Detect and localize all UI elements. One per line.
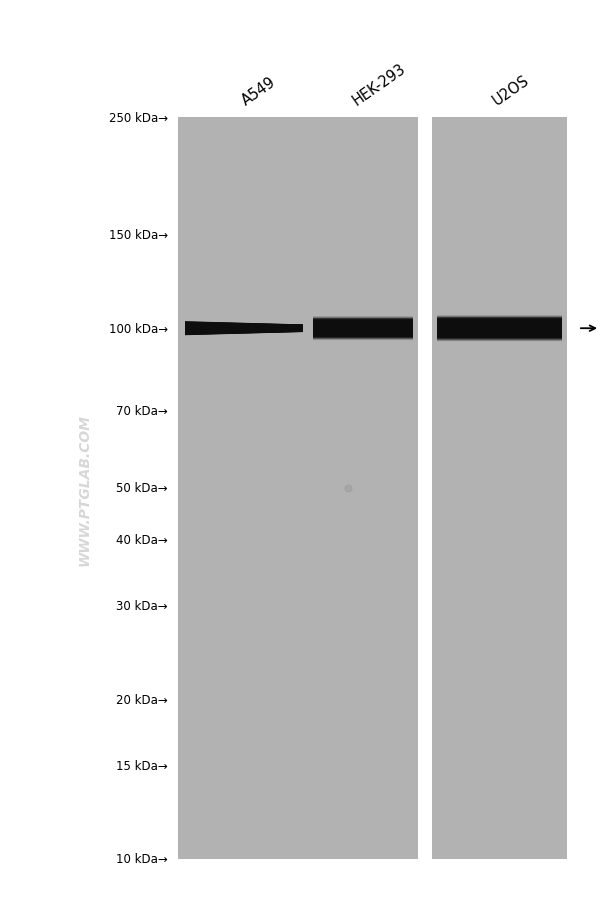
Polygon shape (185, 323, 303, 335)
Polygon shape (185, 327, 303, 330)
Text: A549: A549 (239, 74, 279, 108)
Bar (437, 317, 562, 342)
Polygon shape (185, 322, 303, 336)
Bar (437, 317, 562, 341)
Bar (437, 316, 562, 342)
Bar (437, 316, 562, 343)
Polygon shape (185, 323, 303, 335)
Polygon shape (185, 325, 303, 333)
Polygon shape (185, 325, 303, 333)
Polygon shape (185, 327, 303, 330)
Text: 150 kDa→: 150 kDa→ (109, 229, 168, 242)
Text: 20 kDa→: 20 kDa→ (116, 693, 168, 706)
Polygon shape (185, 328, 303, 329)
Bar (437, 317, 562, 341)
Bar (313, 318, 413, 339)
Bar (437, 320, 562, 337)
Polygon shape (185, 327, 303, 331)
Bar (313, 320, 413, 337)
Bar (313, 319, 413, 338)
Text: 100 kDa→: 100 kDa→ (109, 322, 168, 336)
Text: HEK-293: HEK-293 (349, 60, 408, 108)
Bar (313, 321, 413, 336)
Bar (313, 318, 413, 339)
Bar (178, 118, 418, 859)
Bar (432, 118, 567, 859)
Polygon shape (185, 323, 303, 335)
Bar (313, 317, 413, 341)
Bar (437, 318, 562, 340)
Bar (437, 319, 562, 338)
Bar (313, 318, 413, 340)
Text: 70 kDa→: 70 kDa→ (116, 404, 168, 418)
Polygon shape (185, 327, 303, 331)
Bar (437, 318, 562, 339)
Text: 10 kDa→: 10 kDa→ (116, 852, 168, 866)
Polygon shape (185, 325, 303, 333)
Polygon shape (185, 326, 303, 332)
Bar (437, 318, 562, 340)
Bar (313, 318, 413, 341)
Text: U2OS: U2OS (490, 72, 532, 108)
Text: 50 kDa→: 50 kDa→ (116, 482, 168, 495)
Bar (313, 321, 413, 337)
Bar (313, 321, 413, 336)
Bar (313, 317, 413, 341)
Text: 40 kDa→: 40 kDa→ (116, 533, 168, 547)
Polygon shape (185, 325, 303, 333)
Bar (437, 318, 562, 340)
Polygon shape (185, 326, 303, 332)
Bar (313, 318, 413, 339)
Polygon shape (185, 324, 303, 334)
Polygon shape (185, 328, 303, 329)
Bar (313, 318, 413, 340)
Bar (437, 318, 562, 341)
Bar (313, 319, 413, 338)
Text: WWW.PTGLAB.COM: WWW.PTGLAB.COM (78, 414, 92, 566)
Text: 30 kDa→: 30 kDa→ (116, 600, 168, 612)
Polygon shape (185, 327, 303, 331)
Bar (313, 319, 413, 338)
Polygon shape (185, 322, 303, 336)
Bar (313, 320, 413, 338)
Polygon shape (185, 327, 303, 331)
Polygon shape (185, 324, 303, 335)
Bar (437, 320, 562, 337)
Bar (437, 321, 562, 336)
Bar (313, 320, 413, 337)
Polygon shape (185, 323, 303, 336)
Bar (437, 321, 562, 336)
Polygon shape (185, 324, 303, 334)
Polygon shape (185, 327, 303, 330)
Bar (437, 319, 562, 338)
Text: 250 kDa→: 250 kDa→ (109, 111, 168, 124)
Bar (437, 319, 562, 338)
Polygon shape (185, 322, 303, 336)
Bar (313, 318, 413, 340)
Bar (437, 320, 562, 337)
Polygon shape (185, 328, 303, 330)
Text: 15 kDa→: 15 kDa→ (116, 759, 168, 772)
Bar (437, 316, 562, 342)
Polygon shape (185, 324, 303, 334)
Bar (313, 322, 413, 336)
Bar (437, 318, 562, 339)
Bar (313, 322, 413, 336)
Polygon shape (185, 326, 303, 332)
Polygon shape (185, 326, 303, 332)
